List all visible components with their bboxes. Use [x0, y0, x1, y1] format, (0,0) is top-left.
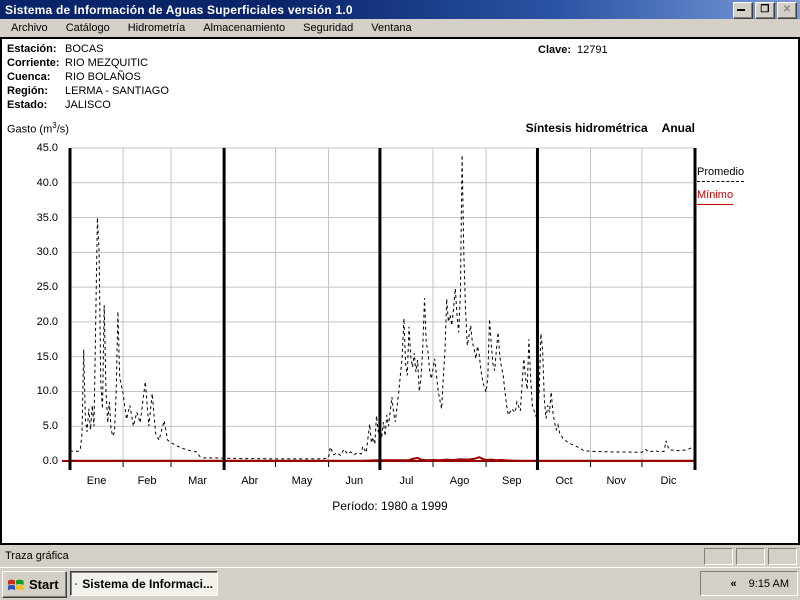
menu-item-seguridad[interactable]: Seguridad — [303, 22, 354, 34]
station-info-value: JALISCO — [65, 99, 111, 111]
minimize-button[interactable] — [733, 2, 753, 19]
station-info-row: Estado: JALISCO — [7, 98, 169, 112]
station-info-label: Cuenca: — [7, 71, 51, 83]
month-label-dic: Dic — [660, 475, 677, 487]
status-panel — [704, 548, 733, 565]
y-tick-label: 15.0 — [36, 350, 58, 363]
station-key-label: Clave: — [538, 44, 572, 56]
chart-svg — [62, 147, 697, 470]
station-info-label: Región: — [7, 85, 48, 97]
taskbar-item-sistema[interactable]: Sistema de Informaci... — [70, 571, 218, 596]
status-panel — [736, 548, 765, 565]
start-label: Start — [29, 577, 59, 592]
status-text: Traza gráfica — [5, 550, 69, 562]
taskbar: Start Sistema de Informaci... « 9:15 AM — [0, 567, 800, 600]
month-label-oct: Oct — [555, 475, 573, 487]
station-info-row: Corriente: RIO MEZQUITIC — [7, 56, 169, 70]
window-controls: ❐ ✕ — [733, 2, 797, 19]
station-info-row: Cuenca: RIO BOLAÑOS — [7, 70, 169, 84]
month-label-ene: Ene — [86, 475, 107, 487]
chart-legend: Promedio Mínimo — [697, 166, 745, 212]
period-label: Período: 1980 a 1999 — [332, 499, 448, 513]
station-info-label: Estación: — [7, 43, 57, 55]
station-key: Clave: 12791 — [538, 43, 608, 57]
app-icon — [75, 582, 78, 585]
month-label-sep: Sep — [501, 475, 522, 487]
restore-icon: ❐ — [760, 4, 770, 15]
station-info-row: Región: LERMA - SANTIAGO — [7, 84, 169, 98]
menu-item-catalogo[interactable]: Catálogo — [65, 22, 110, 34]
title-bar: Sistema de Información de Aguas Superfic… — [0, 0, 800, 19]
station-info-value: BOCAS — [65, 43, 104, 55]
y-tick-label: 40.0 — [36, 176, 58, 189]
month-label-jul: Jul — [399, 475, 414, 487]
month-label-mar: Mar — [188, 475, 208, 487]
clock: 9:15 AM — [748, 577, 789, 590]
menu-item-ventana[interactable]: Ventana — [371, 22, 412, 34]
month-label-ago: Ago — [449, 475, 470, 487]
station-info-row: Estación: BOCAS — [7, 42, 169, 56]
station-info-label: Corriente: — [7, 57, 60, 69]
y-tick-label: 10.0 — [36, 385, 58, 398]
system-tray: « 9:15 AM — [700, 571, 798, 596]
windows-logo-icon — [7, 579, 24, 590]
y-tick-label: 35.0 — [36, 211, 58, 224]
station-info: Estación: BOCAS Corriente: RIO MEZQUITIC Cue… — [7, 42, 169, 112]
series-promedio — [70, 154, 696, 460]
legend-item-minimo: Mínimo — [697, 189, 734, 205]
menu-item-almacenamiento[interactable]: Almacenamiento — [203, 22, 286, 34]
minimize-icon — [737, 9, 745, 11]
y-tick-label: 30.0 — [36, 246, 58, 259]
menu-bar: Archivo Catálogo Hidrometría Almacenamiento… — [0, 19, 800, 37]
menu-item-archivo[interactable]: Archivo — [11, 22, 48, 34]
station-info-value: RIO MEZQUITIC — [65, 57, 149, 69]
chart-title: Síntesis hidrométrica Anual — [526, 121, 695, 135]
station-key-value: 12791 — [577, 44, 608, 56]
chart-title-period-type: Anual — [661, 121, 695, 135]
start-button[interactable]: Start — [2, 571, 67, 598]
status-panel — [768, 548, 797, 565]
month-label-jun: Jun — [345, 475, 364, 487]
month-label-may: May — [291, 475, 313, 487]
month-label-abr: Abr — [241, 475, 259, 487]
chart-area: 45.0 40.0 35.0 30.0 25.0 20.0 15.0 10.0 5.0 0.0 E… — [0, 140, 800, 535]
month-label-feb: Feb — [137, 475, 157, 487]
close-button[interactable]: ✕ — [777, 2, 797, 19]
status-bar: Traza gráfica — [0, 545, 800, 567]
station-info-label: Estado: — [7, 99, 48, 111]
y-tick-label: 25.0 — [36, 281, 58, 294]
station-info-value: LERMA - SANTIAGO — [65, 85, 169, 97]
station-info-value: RIO BOLAÑOS — [65, 71, 141, 83]
y-axis-title-sup: 3 — [52, 121, 57, 130]
y-axis-title: Gasto (m3/s) — [7, 121, 69, 136]
close-icon: ✕ — [782, 4, 792, 15]
chart-title-main: Síntesis hidrométrica — [525, 121, 648, 135]
taskbar-item-label: Sistema de Informaci... — [82, 576, 213, 591]
legend-item-promedio: Promedio — [697, 166, 745, 182]
y-axis-title-pre: Gasto (m — [7, 123, 53, 136]
menu-item-hidrometria[interactable]: Hidrometría — [127, 22, 186, 34]
tray-collapse-button[interactable]: « — [730, 577, 737, 590]
y-tick-label: 0.0 — [42, 455, 58, 467]
y-tick-label: 5.0 — [42, 420, 58, 433]
y-tick-label: 20.0 — [36, 315, 58, 328]
y-tick-label: 45.0 — [36, 142, 58, 154]
y-axis-title-post: /s) — [56, 123, 69, 136]
restore-button[interactable]: ❐ — [755, 2, 775, 19]
window-title: Sistema de Información de Aguas Superfic… — [5, 2, 353, 17]
month-label-nov: Nov — [606, 475, 626, 487]
series-minimo — [70, 456, 695, 462]
status-panels — [704, 548, 797, 565]
